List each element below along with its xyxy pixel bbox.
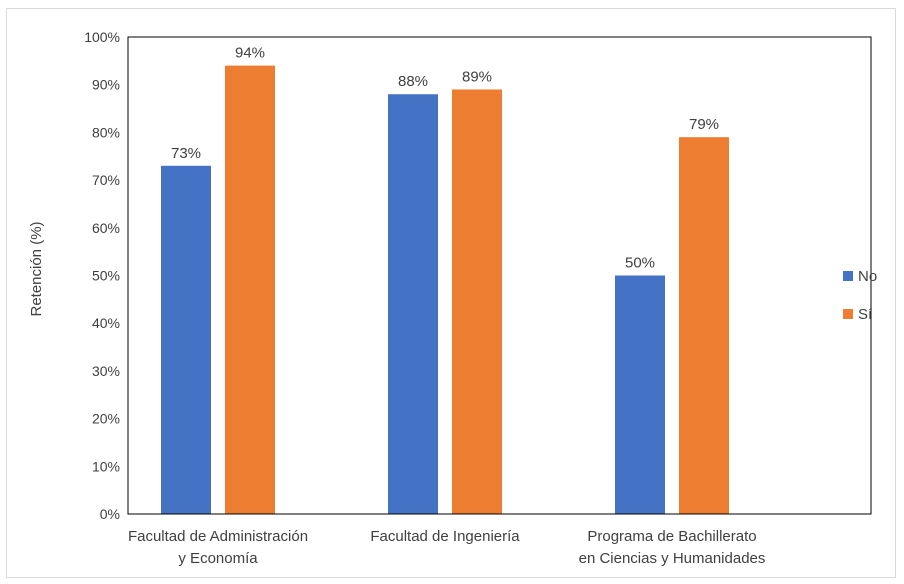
y-tick-label: 40% [92,315,120,331]
y-tick-label: 60% [92,220,120,236]
y-tick-label: 80% [92,124,120,140]
bar-sí-3 [679,137,729,515]
x-axis-category-labels: Facultad de Administración y Economía Facu… [128,528,765,567]
y-tick-label: 20% [92,411,120,427]
bar-sí-1 [225,65,275,514]
plot-area-border [127,36,872,515]
y-tick-label: 10% [92,458,120,474]
y-axis-label: Retención (%) [28,221,45,316]
bar-chart: 0% 10% 20% 30% 40% 50% 60% 70% 80% 90% 100% Retenc… [28,29,877,567]
bar-value-label: 73% [171,145,201,162]
x-category-label: Facultad de Administración [128,528,308,545]
bar-sí-2 [452,89,502,514]
chart-frame: 0% 10% 20% 30% 40% 50% 60% 70% 80% 90% 100% Retenc… [6,8,896,578]
y-tick-label: 30% [92,363,120,379]
x-category-label: Facultad de Ingeniería [370,528,520,545]
y-tick-label: 100% [84,29,120,45]
legend-swatch-no [843,271,853,281]
bars [161,65,729,515]
y-tick-label: 90% [92,77,120,93]
legend: No Sí [843,268,877,323]
legend-label: No [858,268,877,285]
bar-value-labels: 73% 88% 50% 94% 89% 79% [171,45,719,272]
y-tick-label: 0% [100,506,120,522]
x-category-label: Programa de Bachillerato [587,528,756,545]
bar-value-label: 89% [462,68,492,85]
legend-swatch-sí [843,309,853,319]
x-category-label: en Ciencias y Humanidades [579,550,766,567]
y-tick-label: 70% [92,172,120,188]
bar-value-label: 50% [625,255,655,272]
y-axis-ticks: 0% 10% 20% 30% 40% 50% 60% 70% 80% 90% 100% [84,29,120,522]
bar-no-2 [388,94,438,515]
x-category-label: y Economía [178,550,258,567]
bar-value-label: 88% [398,73,428,90]
bar-no-1 [161,165,211,515]
bar-value-label: 79% [689,116,719,133]
y-tick-label: 50% [92,268,120,284]
bar-value-label: 94% [235,45,265,62]
legend-label: Sí [858,306,873,323]
bar-no-3 [615,275,665,514]
